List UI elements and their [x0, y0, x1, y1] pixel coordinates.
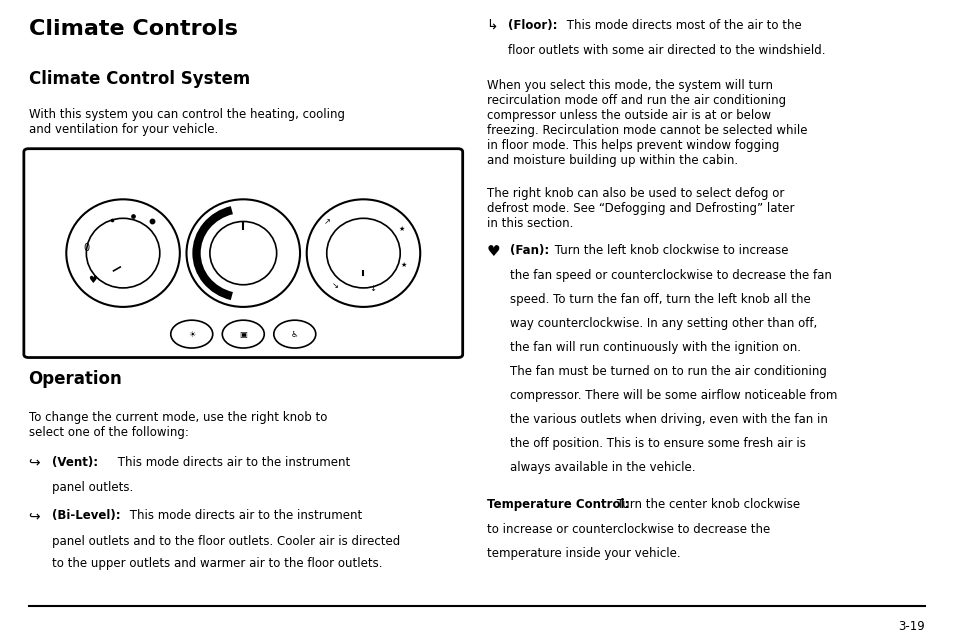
- Text: To change the current mode, use the right knob to
select one of the following:: To change the current mode, use the righ…: [29, 411, 327, 439]
- Text: This mode directs air to the instrument: This mode directs air to the instrument: [114, 455, 351, 469]
- Text: The right knob can also be used to select defog or
defrost mode. See “Defogging : The right knob can also be used to selec…: [486, 187, 793, 230]
- Text: 0: 0: [84, 243, 90, 253]
- Text: the off position. This is to ensure some fresh air is: the off position. This is to ensure some…: [510, 438, 805, 450]
- Text: When you select this mode, the system will turn
recirculation mode off and run t: When you select this mode, the system wi…: [486, 79, 806, 167]
- Text: (Bi-Level):: (Bi-Level):: [52, 509, 121, 522]
- Text: (Fan):: (Fan):: [510, 244, 549, 256]
- Text: Turn the center knob clockwise: Turn the center knob clockwise: [613, 498, 800, 511]
- Text: ↘: ↘: [331, 281, 338, 290]
- Text: panel outlets and to the floor outlets. Cooler air is directed: panel outlets and to the floor outlets. …: [52, 535, 400, 548]
- Text: ☀: ☀: [188, 329, 195, 338]
- FancyBboxPatch shape: [24, 149, 462, 357]
- Text: ♥: ♥: [486, 244, 499, 259]
- Text: floor outlets with some air directed to the windshield.: floor outlets with some air directed to …: [507, 45, 824, 57]
- Text: speed. To turn the fan off, turn the left knob all the: speed. To turn the fan off, turn the lef…: [510, 293, 810, 306]
- Text: (Vent):: (Vent):: [52, 455, 98, 469]
- Text: ♥: ♥: [88, 275, 97, 285]
- Text: to increase or counterclockwise to decrease the: to increase or counterclockwise to decre…: [486, 523, 769, 536]
- Text: 3-19: 3-19: [898, 620, 924, 633]
- Text: Turn the left knob clockwise to increase: Turn the left knob clockwise to increase: [551, 244, 788, 256]
- Text: Climate Control System: Climate Control System: [29, 69, 250, 88]
- Text: ↓: ↓: [369, 284, 376, 293]
- Text: ★: ★: [398, 226, 404, 232]
- Ellipse shape: [210, 221, 276, 285]
- Text: This mode directs air to the instrument: This mode directs air to the instrument: [126, 509, 362, 522]
- Ellipse shape: [326, 218, 400, 288]
- Text: ↪: ↪: [29, 455, 40, 469]
- Circle shape: [222, 320, 264, 348]
- Text: always available in the vehicle.: always available in the vehicle.: [510, 461, 695, 474]
- Text: This mode directs most of the air to the: This mode directs most of the air to the: [562, 19, 801, 32]
- Text: With this system you can control the heating, cooling
and ventilation for your v: With this system you can control the hea…: [29, 107, 344, 135]
- Text: way counterclockwise. In any setting other than off,: way counterclockwise. In any setting oth…: [510, 317, 817, 330]
- Text: temperature inside your vehicle.: temperature inside your vehicle.: [486, 548, 679, 560]
- Text: ♿: ♿: [291, 329, 298, 338]
- Text: ↗: ↗: [323, 218, 331, 226]
- Text: the various outlets when driving, even with the fan in: the various outlets when driving, even w…: [510, 413, 827, 426]
- Text: the fan will run continuously with the ignition on.: the fan will run continuously with the i…: [510, 341, 801, 354]
- Text: Climate Controls: Climate Controls: [29, 19, 237, 39]
- Text: ▣: ▣: [239, 329, 247, 338]
- Text: Operation: Operation: [29, 370, 122, 388]
- Circle shape: [274, 320, 315, 348]
- Ellipse shape: [67, 199, 180, 307]
- Text: ↳: ↳: [486, 19, 497, 33]
- Ellipse shape: [187, 199, 299, 307]
- Text: (Floor):: (Floor):: [507, 19, 557, 32]
- Text: Temperature Control:: Temperature Control:: [486, 498, 628, 511]
- Text: panel outlets.: panel outlets.: [52, 481, 133, 494]
- Text: to the upper outlets and warmer air to the floor outlets.: to the upper outlets and warmer air to t…: [52, 557, 382, 570]
- Text: the fan speed or counterclockwise to decrease the fan: the fan speed or counterclockwise to dec…: [510, 269, 831, 282]
- Ellipse shape: [307, 199, 419, 307]
- Text: ★: ★: [400, 262, 406, 268]
- Text: The fan must be turned on to run the air conditioning: The fan must be turned on to run the air…: [510, 365, 826, 378]
- Text: ↪: ↪: [29, 509, 40, 523]
- Circle shape: [171, 320, 213, 348]
- Ellipse shape: [87, 218, 159, 288]
- Text: compressor. There will be some airflow noticeable from: compressor. There will be some airflow n…: [510, 389, 837, 402]
